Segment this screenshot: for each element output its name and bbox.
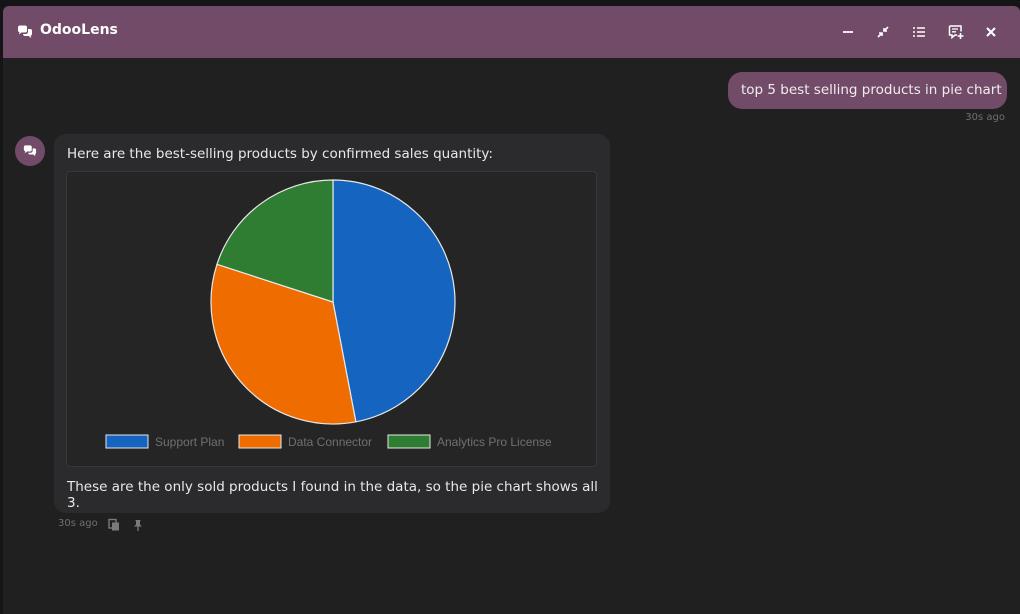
legend-label[interactable]: Analytics Pro License	[437, 435, 552, 449]
pie-slice-data-connector[interactable]	[210, 263, 357, 425]
title-bar: OdooLens	[3, 6, 1020, 58]
chat-window: OdooLens	[3, 6, 1020, 614]
assistant-intro-text: Here are the best-selling products by co…	[67, 146, 493, 162]
user-message-time: 30s ago	[965, 112, 1005, 123]
list-icon	[913, 27, 925, 37]
chat-bubbles-icon	[23, 145, 37, 157]
legend-label[interactable]: Support Plan	[155, 435, 224, 449]
legend-swatch[interactable]	[387, 434, 431, 449]
history-list-button[interactable]	[907, 20, 931, 44]
minimize-icon	[843, 31, 853, 33]
new-chat-button[interactable]	[944, 20, 968, 44]
pin-icon	[134, 520, 142, 531]
close-button[interactable]	[979, 20, 1003, 44]
new-chat-icon	[948, 25, 964, 40]
pie-slice-support-plan[interactable]	[332, 179, 456, 423]
legend-label[interactable]: Data Connector	[288, 435, 372, 449]
pie-chart-svg: Support Plan Data Connector Analytics Pro …	[105, 179, 552, 449]
pie-chart: Support Plan Data Connector Analytics Pro …	[66, 171, 597, 467]
legend-swatch[interactable]	[238, 434, 282, 449]
legend-swatch[interactable]	[105, 434, 149, 449]
chat-bubbles-icon	[17, 24, 33, 40]
pie-slice-analytics-pro-license[interactable]	[216, 179, 334, 303]
pin-button[interactable]	[131, 517, 145, 531]
collapse-button[interactable]	[871, 20, 895, 44]
assistant-avatar	[15, 136, 45, 166]
assistant-outro-text: These are the only sold products I found…	[67, 479, 598, 511]
assistant-message-time: 30s ago	[58, 518, 98, 529]
minimize-button[interactable]	[836, 20, 860, 44]
assistant-message: Here are the best-selling products by co…	[54, 134, 610, 513]
copy-button[interactable]	[107, 517, 121, 531]
close-icon	[986, 27, 996, 37]
copy-icon	[108, 518, 119, 531]
user-message: top 5 best selling products in pie chart	[728, 72, 1007, 109]
window-title: OdooLens	[40, 22, 118, 38]
collapse-icon	[877, 26, 889, 38]
